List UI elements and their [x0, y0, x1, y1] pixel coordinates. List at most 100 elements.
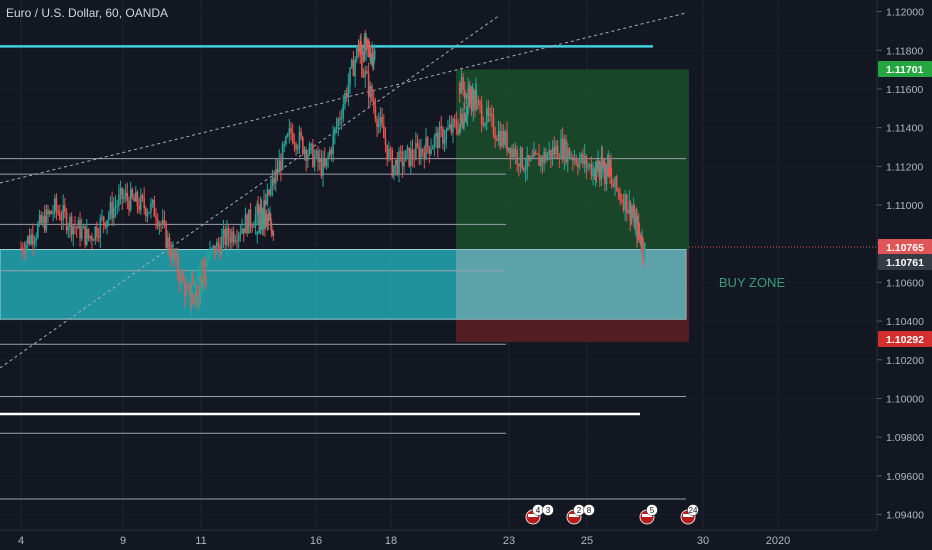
candle-body — [259, 227, 262, 231]
candle-body — [317, 150, 319, 163]
candle-body — [448, 124, 451, 129]
candle-body — [196, 302, 199, 305]
candle-body — [170, 252, 172, 260]
candle-body — [224, 229, 226, 245]
candle-body — [203, 271, 205, 281]
trendline-upper — [0, 12, 687, 184]
candle-body — [491, 113, 493, 116]
candle-body — [97, 236, 100, 238]
candle-body — [369, 54, 372, 62]
candle-body — [84, 225, 86, 245]
candle-body — [178, 273, 181, 284]
candle-body — [198, 285, 200, 300]
candle-body — [249, 209, 252, 227]
candle-body — [610, 160, 612, 173]
candle-body — [193, 297, 195, 301]
y-tick-label-10: 1.10000 — [886, 393, 924, 405]
candle-body — [464, 89, 466, 99]
candle-body — [327, 155, 329, 159]
candle-body — [33, 240, 36, 245]
price-badge-label-stop: 1.10292 — [886, 334, 924, 346]
candle-body — [620, 199, 623, 201]
candle-body — [599, 161, 601, 180]
candle-body — [141, 195, 144, 198]
candle-body — [600, 155, 603, 170]
candle-body — [278, 160, 280, 173]
candle-body — [195, 289, 198, 305]
candle-body — [404, 150, 407, 162]
candle-body — [475, 83, 477, 99]
candle-body — [458, 83, 461, 94]
candle-body — [256, 204, 259, 215]
candle-body — [445, 130, 448, 140]
candle-body — [140, 195, 142, 211]
y-tick-label-9: 1.10200 — [886, 355, 924, 367]
candle-body — [150, 203, 152, 213]
candle-body — [67, 227, 70, 231]
candle-body — [257, 204, 259, 212]
candle-body — [261, 213, 264, 228]
candle-body — [264, 201, 267, 205]
candle-body — [148, 212, 151, 214]
candle-body — [539, 156, 542, 167]
candle-body — [598, 167, 600, 171]
candle-body — [219, 245, 221, 255]
candle-body — [325, 158, 328, 167]
candle-body — [467, 102, 470, 107]
candle-body — [183, 281, 186, 297]
candle-body — [194, 281, 196, 285]
candle-body — [45, 209, 48, 231]
y-tick-label-1: 1.11800 — [886, 45, 923, 57]
candle-body — [194, 289, 197, 294]
candle-body — [55, 198, 58, 211]
candle-body — [123, 196, 125, 199]
candle-body — [256, 231, 259, 236]
candle-body — [72, 226, 75, 235]
candle-body — [492, 115, 495, 135]
price-badge-label-entry: 1.10765 — [886, 242, 924, 254]
candle-body — [350, 60, 353, 68]
candle-body — [367, 73, 370, 98]
candle-body — [215, 242, 218, 255]
candle-body — [205, 276, 207, 286]
candle-body — [381, 116, 383, 126]
candle-body — [470, 98, 473, 112]
buy-zone-label: BUY ZONE — [719, 275, 786, 290]
candle-body — [214, 245, 216, 255]
candle-body — [386, 144, 388, 160]
candle-body — [377, 121, 380, 128]
candle-body — [146, 213, 149, 217]
candle-body — [288, 128, 291, 135]
candle-body — [519, 147, 522, 167]
candle-body — [452, 118, 454, 133]
candle-body — [35, 237, 37, 241]
candle-body — [514, 149, 517, 157]
candle-body — [241, 228, 243, 234]
candle-body — [48, 211, 51, 215]
candle-body — [189, 292, 192, 307]
candle-body — [357, 50, 360, 52]
candle-body — [518, 163, 520, 167]
candle-body — [384, 138, 387, 145]
candle-body — [359, 50, 361, 57]
candle-body — [643, 252, 645, 258]
candle-body — [421, 148, 424, 153]
candle-body — [578, 159, 581, 168]
candle-body — [226, 227, 228, 245]
candle-body — [156, 219, 159, 227]
candle-body — [479, 101, 481, 105]
candle-body — [242, 228, 245, 234]
candle-body — [345, 93, 348, 98]
candle-body — [133, 197, 135, 202]
candle-body — [401, 152, 404, 167]
candle-body — [129, 189, 132, 211]
candle-body — [624, 194, 626, 211]
candle-body — [627, 210, 630, 214]
candle-body — [124, 192, 127, 197]
x-tick-label-2: 11 — [195, 535, 206, 547]
x-tick-label-8: 2020 — [766, 535, 790, 547]
candle-body — [619, 192, 621, 200]
candle-body — [303, 149, 306, 154]
candle-body — [440, 126, 442, 129]
